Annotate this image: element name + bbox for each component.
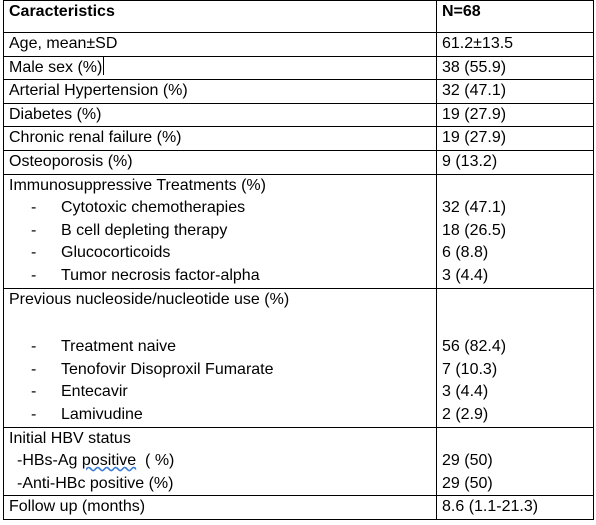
list-item: - Tumor necrosis factor-alpha [9, 265, 436, 288]
list-item: - Treatment naive [9, 336, 436, 359]
table-row: Follow up (months) 8.6 (1.1-21.3) [3, 495, 594, 520]
item-value: 29 (50) [442, 452, 493, 470]
table-header-row: Caracteristics N=68 [3, 0, 594, 33]
bullet-dash: - [31, 199, 37, 217]
table-row: Arterial Hypertension (%) 32 (47.1) [3, 79, 594, 104]
group-values: 29 (50) 29 (50) [436, 426, 594, 497]
characteristics-table: Caracteristics N=68 Age, mean±SD 61.2±13… [3, 0, 594, 520]
list-item: - Glucocorticoids [9, 242, 436, 265]
item-label: Treatment naive [61, 338, 177, 356]
row-value: 38 (55.9) [436, 55, 594, 81]
list-item: -Anti-HBc positive (%) [9, 473, 436, 496]
item-label: Lamivudine [61, 405, 143, 423]
item-label: Tumor necrosis factor-alpha [61, 266, 260, 284]
group-title: Immunosuppressive Treatments (%) [9, 176, 266, 194]
list-item: - B cell depleting therapy [9, 220, 436, 243]
table-row: Diabetes (%) 19 (27.9) [3, 102, 594, 128]
item-label: Cytotoxic chemotherapies [61, 199, 246, 217]
list-item: - Tenofovir Disoproxil Fumarate [9, 359, 436, 382]
row-label: Arterial Hypertension (%) [3, 79, 437, 104]
item-label: B cell depleting therapy [61, 221, 228, 239]
table-row: Osteoporosis (%) 9 (13.2) [3, 149, 594, 175]
group-values: 32 (47.1) 18 (26.5) 6 (8.8) 3 (4.4) [436, 173, 594, 289]
item-value: 29 (50) [442, 474, 493, 492]
item-value: 2 (2.9) [442, 405, 489, 423]
bullet-dash: - [31, 244, 37, 262]
spellcheck-underlined-word: positive [81, 452, 137, 470]
bullet-dash: - [31, 383, 37, 401]
row-label: Diabetes (%) [3, 102, 437, 128]
bullet-dash: - [31, 221, 37, 239]
row-label: Osteoporosis (%) [3, 149, 437, 175]
item-label-pre: -HBs-Ag [17, 452, 82, 470]
row-label: Follow up (months) [3, 495, 437, 520]
row-value: 32 (47.1) [436, 79, 594, 104]
header-n: N=68 [436, 0, 594, 33]
group-labels: Immunosuppressive Treatments (%) - Cytoto… [3, 173, 437, 289]
header-characteristics: Caracteristics [3, 0, 437, 33]
table-row: Chronic renal failure (%) 19 (27.9) [3, 126, 594, 151]
row-label: Age, mean±SD [3, 32, 437, 57]
item-label: -Anti-HBc positive (%) [17, 474, 174, 492]
list-item: - Cytotoxic chemotherapies [9, 197, 436, 220]
row-label: Male sex (%) [3, 55, 437, 81]
item-value: 32 (47.1) [442, 199, 507, 217]
group-title: Previous nucleoside/nucleotide use (%) [9, 290, 290, 308]
row-value: 61.2±13.5 [436, 32, 594, 57]
list-item: - Entecavir [9, 381, 436, 404]
bullet-dash: - [31, 360, 37, 378]
list-item: -HBs-Ag positive ( %) [9, 450, 436, 473]
row-label-text: Male sex (%) [9, 58, 103, 76]
bullet-dash: - [31, 266, 37, 284]
group-labels: Initial HBV status -HBs-Ag positive ( %)… [3, 426, 437, 497]
group-title: Initial HBV status [9, 429, 131, 447]
row-value: 19 (27.9) [436, 102, 594, 128]
row-value: 19 (27.9) [436, 126, 594, 151]
hbv-status-group: Initial HBV status -HBs-Ag positive ( %)… [3, 426, 594, 497]
list-item: - Lamivudine [9, 404, 436, 427]
item-label: Tenofovir Disoproxil Fumarate [61, 360, 274, 378]
bullet-dash: - [31, 338, 37, 356]
item-value: 18 (26.5) [442, 221, 507, 239]
item-value: 7 (10.3) [442, 360, 498, 378]
bullet-dash: - [31, 405, 37, 423]
row-value: 9 (13.2) [436, 149, 594, 175]
group-labels: Previous nucleoside/nucleotide use (%) -… [3, 287, 437, 428]
immunosuppressive-group: Immunosuppressive Treatments (%) - Cytoto… [3, 173, 594, 289]
table-row: Age, mean±SD 61.2±13.5 [3, 32, 594, 57]
group-values: 56 (82.4) 7 (10.3) 3 (4.4) 2 (2.9) [436, 287, 594, 428]
item-label-post: ( %) [136, 452, 175, 470]
item-value: 3 (4.4) [442, 266, 489, 284]
row-value: 8.6 (1.1-21.3) [436, 495, 594, 520]
table-row: Male sex (%) 38 (55.9) [3, 55, 594, 81]
item-value: 3 (4.4) [442, 383, 489, 401]
text-cursor [103, 56, 105, 75]
item-value: 56 (82.4) [442, 338, 507, 356]
row-label: Chronic renal failure (%) [3, 126, 437, 151]
item-label: Glucocorticoids [61, 244, 171, 262]
nucleoside-group: Previous nucleoside/nucleotide use (%) -… [3, 287, 594, 428]
item-label: Entecavir [61, 383, 128, 401]
item-value: 6 (8.8) [442, 244, 489, 262]
